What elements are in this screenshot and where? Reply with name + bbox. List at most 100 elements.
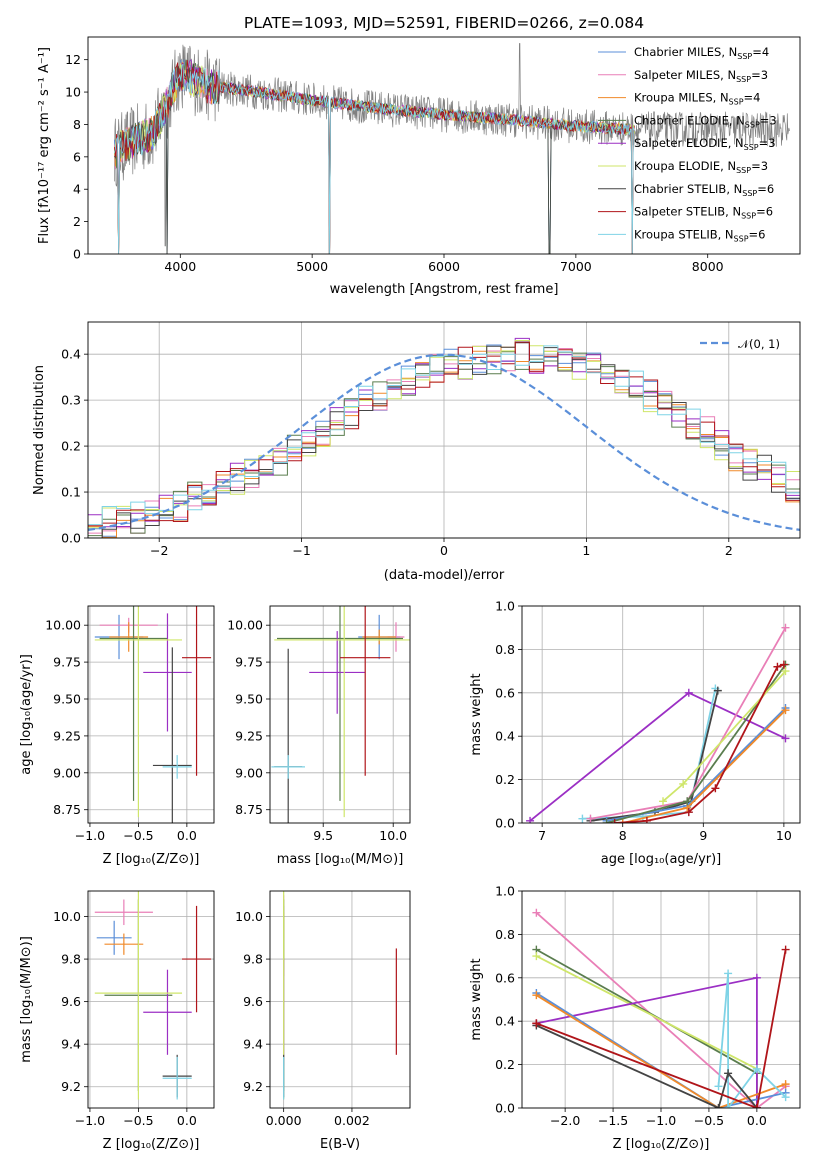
plot-area (526, 623, 790, 823)
plot-area (532, 908, 790, 1108)
legend-tail: =6 (757, 182, 774, 196)
x-tick-label: 7 (538, 828, 546, 843)
weight-marker (683, 797, 692, 806)
x-tick-label: −0.5 (123, 1113, 153, 1128)
legend-text: Chabrier STELIB, N (634, 182, 742, 196)
y-tick-label: 0.2 (61, 439, 81, 454)
legend-label: Chabrier MILES, NSSP=4 (634, 45, 769, 61)
legend-tail: =6 (756, 205, 773, 219)
weight-marker (711, 784, 720, 793)
weight-marker (713, 686, 722, 695)
axes-frame (269, 890, 411, 1109)
y-tick-label: 0.0 (495, 816, 515, 831)
weight-marker (724, 1104, 733, 1108)
y-axis-label: mass weight (469, 673, 484, 755)
legend-subscript: SSP (742, 189, 757, 198)
x-axis-label: Z [log₁₀(Z/Z⊙)] (103, 852, 200, 867)
legend-tail: =4 (752, 45, 769, 59)
histogram-chabrier-miles (88, 340, 800, 537)
legend-text: Kroupa STELIB, N (634, 227, 734, 241)
y-tick-label: 0.8 (495, 927, 515, 942)
weight-marker (781, 706, 790, 715)
x-tick-label: 0.0 (747, 1113, 767, 1128)
y-tick-label: 12 (65, 52, 81, 67)
x-tick-label: −0.5 (694, 1113, 724, 1128)
weight-marker (602, 819, 611, 823)
legend-label: Kroupa ELODIE, NSSP=3 (634, 159, 768, 175)
weight-marker (781, 667, 790, 676)
y-tick-label: 0.6 (495, 970, 515, 985)
normal-legend-label: 𝒩(0, 1) (738, 337, 780, 351)
x-tick-label: 0.0 (177, 828, 197, 843)
x-axis-label: E(B-V) (320, 1137, 360, 1152)
x-tick-label: 2 (725, 543, 733, 558)
y-tick-label: 9.2 (243, 1079, 263, 1094)
weight-series-chabrier-stelib (536, 1024, 758, 1108)
y-tick-label: 0.4 (495, 1014, 515, 1029)
weight-series-kroupa-stelib (717, 973, 787, 1108)
histogram-kroupa-stelib (88, 345, 800, 526)
x-tick-label: 8000 (692, 259, 724, 274)
x-tick-label: 0 (440, 543, 448, 558)
y-axis-label: age [log₁₀(age/yr)] (19, 654, 34, 775)
x-axis-label: Z [log₁₀(Z/Z⊙)] (613, 1137, 710, 1152)
weight-marker (532, 1019, 541, 1028)
y-tick-label: 2 (73, 214, 81, 229)
x-tick-label: −1.0 (75, 1113, 105, 1128)
weight-marker (679, 779, 688, 788)
weight-vs-age-axes: 7 8 9 10 0.0 0.2 0.4 0.6 0.8 1.0 age [log₁₀(age/yr… (469, 599, 801, 867)
weight-marker (781, 734, 790, 743)
weight-marker (526, 816, 535, 823)
y-tick-label: 9.50 (235, 692, 263, 707)
x-tick-label: −2 (150, 543, 168, 558)
weight-series-salpeter-miles (590, 627, 787, 820)
weight-marker (752, 973, 761, 982)
x-tick-label: −1.0 (646, 1113, 676, 1128)
y-tick-label: 9.4 (61, 1037, 81, 1052)
model-spectrum-kroupa-stelib (114, 63, 635, 254)
axes-frame (521, 890, 801, 1109)
weight-marker (610, 819, 619, 823)
y-tick-label: 10.00 (45, 618, 81, 633)
y-tick-label: 8.75 (235, 802, 263, 817)
plot-area (88, 337, 800, 538)
x-axis-label: wavelength [Angstrom, rest frame] (330, 282, 559, 297)
weight-marker (618, 819, 627, 823)
weight-series-salpeter-miles (535, 912, 787, 1108)
axes-frame (521, 605, 801, 824)
weight-marker (532, 991, 541, 1000)
legend-label: Chabrier ELODIE, NSSP=3 (634, 113, 777, 129)
y-tick-label: 0.1 (61, 485, 81, 500)
x-tick-label: 4000 (164, 259, 196, 274)
plot-area (271, 606, 410, 823)
weight-series-salpeter-elodie (529, 691, 786, 822)
legend-text: Salpeter ELODIE, N (634, 136, 744, 150)
y-tick-label: 9.00 (53, 765, 81, 780)
legend-subscript: SSP (744, 143, 759, 152)
legend-subscript: SSP (736, 166, 751, 175)
axes-frame (269, 605, 411, 824)
x-tick-label: −1.0 (75, 828, 105, 843)
y-tick-label: 6 (73, 149, 81, 164)
y-tick-label: 0.8 (495, 642, 515, 657)
weight-marker (779, 660, 788, 669)
x-axis-label: Z [log₁₀(Z/Z⊙)] (103, 1137, 200, 1152)
y-axis-label: mass weight (469, 958, 484, 1040)
weight-series-salpeter-stelib (614, 663, 785, 823)
weight-marker (781, 945, 790, 954)
histogram-chabrier-elodie (88, 351, 800, 537)
y-tick-label: 0.4 (61, 347, 81, 362)
axes-frame (87, 321, 801, 539)
y-tick-label: 10.0 (235, 909, 263, 924)
weight-marker (724, 969, 733, 978)
y-tick-label: 9.8 (61, 952, 81, 967)
x-tick-label: −1 (292, 543, 310, 558)
legend-tail: =3 (751, 68, 768, 82)
x-tick-label: 9.5 (313, 828, 333, 843)
weight-marker (752, 1064, 761, 1073)
weight-marker (578, 814, 587, 823)
legend-text: Chabrier MILES, N (634, 45, 737, 59)
weight-marker (684, 808, 693, 817)
legend-text: Kroupa ELODIE, N (634, 159, 736, 173)
weight-marker (724, 1069, 733, 1078)
